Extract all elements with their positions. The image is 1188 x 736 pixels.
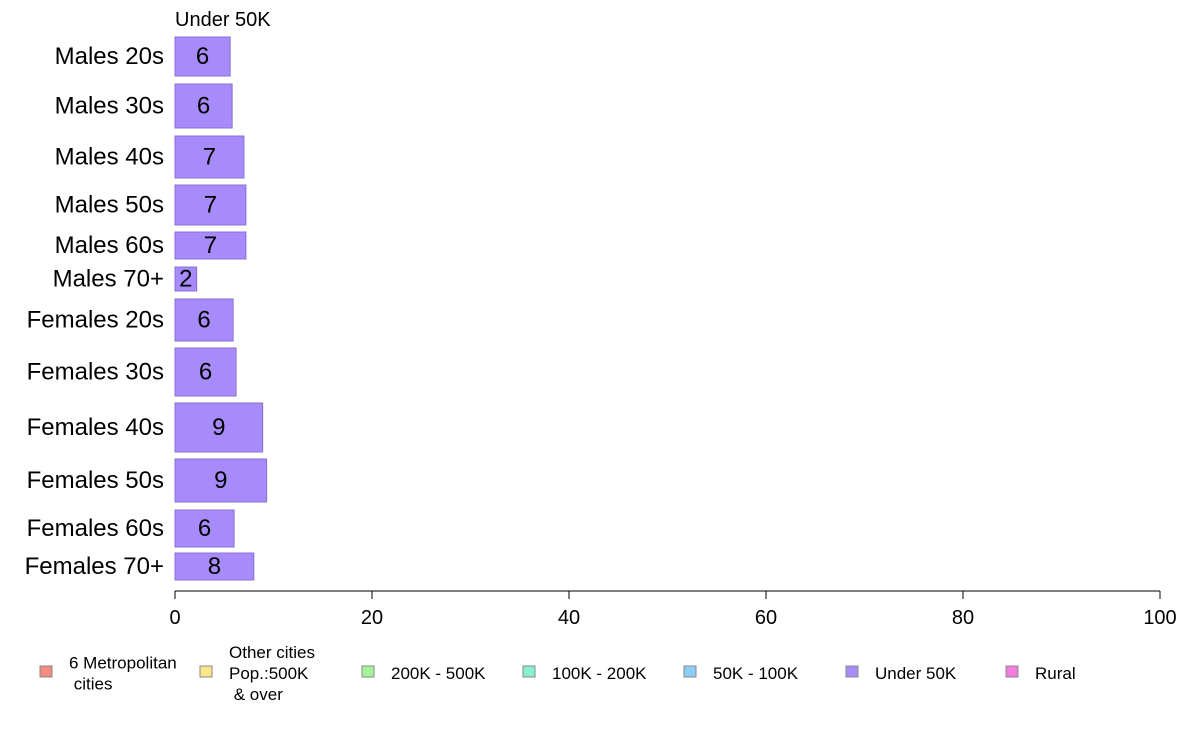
- panel-title: Under 50K: [175, 9, 271, 31]
- bar-value-label: 6: [196, 43, 209, 70]
- category-label: Males 40s: [55, 144, 164, 171]
- x-tick-label: 40: [558, 607, 580, 629]
- category-label: Females 20s: [27, 307, 164, 334]
- legend-swatch: [1005, 665, 1019, 678]
- bar-value-label: 6: [197, 93, 210, 120]
- category-label: Males 30s: [55, 93, 164, 120]
- legend-label: Other cities Pop.:500K & over: [229, 643, 315, 704]
- bar-value-label: 7: [204, 192, 217, 219]
- bar: [174, 552, 255, 581]
- bar-value-label: 6: [199, 359, 212, 386]
- x-tick-label: 60: [755, 607, 777, 629]
- category-label: Males 20s: [55, 43, 164, 70]
- category-label: Females 30s: [27, 359, 164, 386]
- legend-label: 6 Metropolitan cities: [69, 653, 177, 693]
- x-tick-label: 0: [169, 607, 180, 629]
- bar: [174, 298, 234, 342]
- legend-label: Under 50K: [875, 664, 957, 683]
- legend-swatch: [361, 665, 375, 678]
- legend: 6 Metropolitan cities Other cities Pop.:50…: [39, 643, 1076, 704]
- bar-value-label: 6: [198, 515, 211, 542]
- legend-label: 50K - 100K: [713, 664, 799, 683]
- category-label: Males 50s: [55, 192, 164, 219]
- category-label: Females 70+: [25, 553, 164, 580]
- bar-value-label: 2: [179, 266, 192, 293]
- bar-value-label: 8: [208, 553, 221, 580]
- bar: [174, 83, 233, 129]
- category-label: Males 60s: [55, 232, 164, 259]
- bar-value-label: 7: [204, 232, 217, 259]
- bar-value-label: 9: [214, 467, 227, 494]
- category-label: Females 60s: [27, 515, 164, 542]
- legend-swatch: [845, 665, 859, 678]
- legend-label: 100K - 200K: [552, 664, 647, 683]
- legend-label: Rural: [1035, 664, 1076, 683]
- bar-value-label: 7: [203, 144, 216, 171]
- x-tick-label: 20: [361, 607, 383, 629]
- bar: [174, 509, 235, 548]
- bar: [174, 402, 264, 453]
- x-tick-label: 100: [1143, 607, 1176, 629]
- bar: [174, 266, 198, 292]
- category-label: Males 70+: [53, 266, 164, 293]
- legend-swatch: [683, 665, 697, 678]
- bar: [174, 458, 268, 503]
- legend-swatch: [522, 665, 536, 678]
- x-axis: 0 20 40 60 80 100: [169, 590, 1177, 629]
- bar: [174, 135, 245, 179]
- bar-value-label: 6: [197, 307, 210, 334]
- bar: [174, 36, 231, 77]
- x-tick-label: 80: [952, 607, 974, 629]
- bars-group: Males 20s 6 Males 30s 6 Males 40s 7 Males 50s 7…: [25, 36, 268, 581]
- category-label: Females 40s: [27, 414, 164, 441]
- category-label: Females 50s: [27, 467, 164, 494]
- legend-swatch: [199, 665, 213, 678]
- legend-label: 200K - 500K: [391, 664, 486, 683]
- bar: [174, 231, 247, 260]
- bar: [174, 347, 237, 397]
- legend-swatch: [39, 665, 53, 678]
- bar-value-label: 9: [212, 414, 225, 441]
- bar: [174, 184, 247, 226]
